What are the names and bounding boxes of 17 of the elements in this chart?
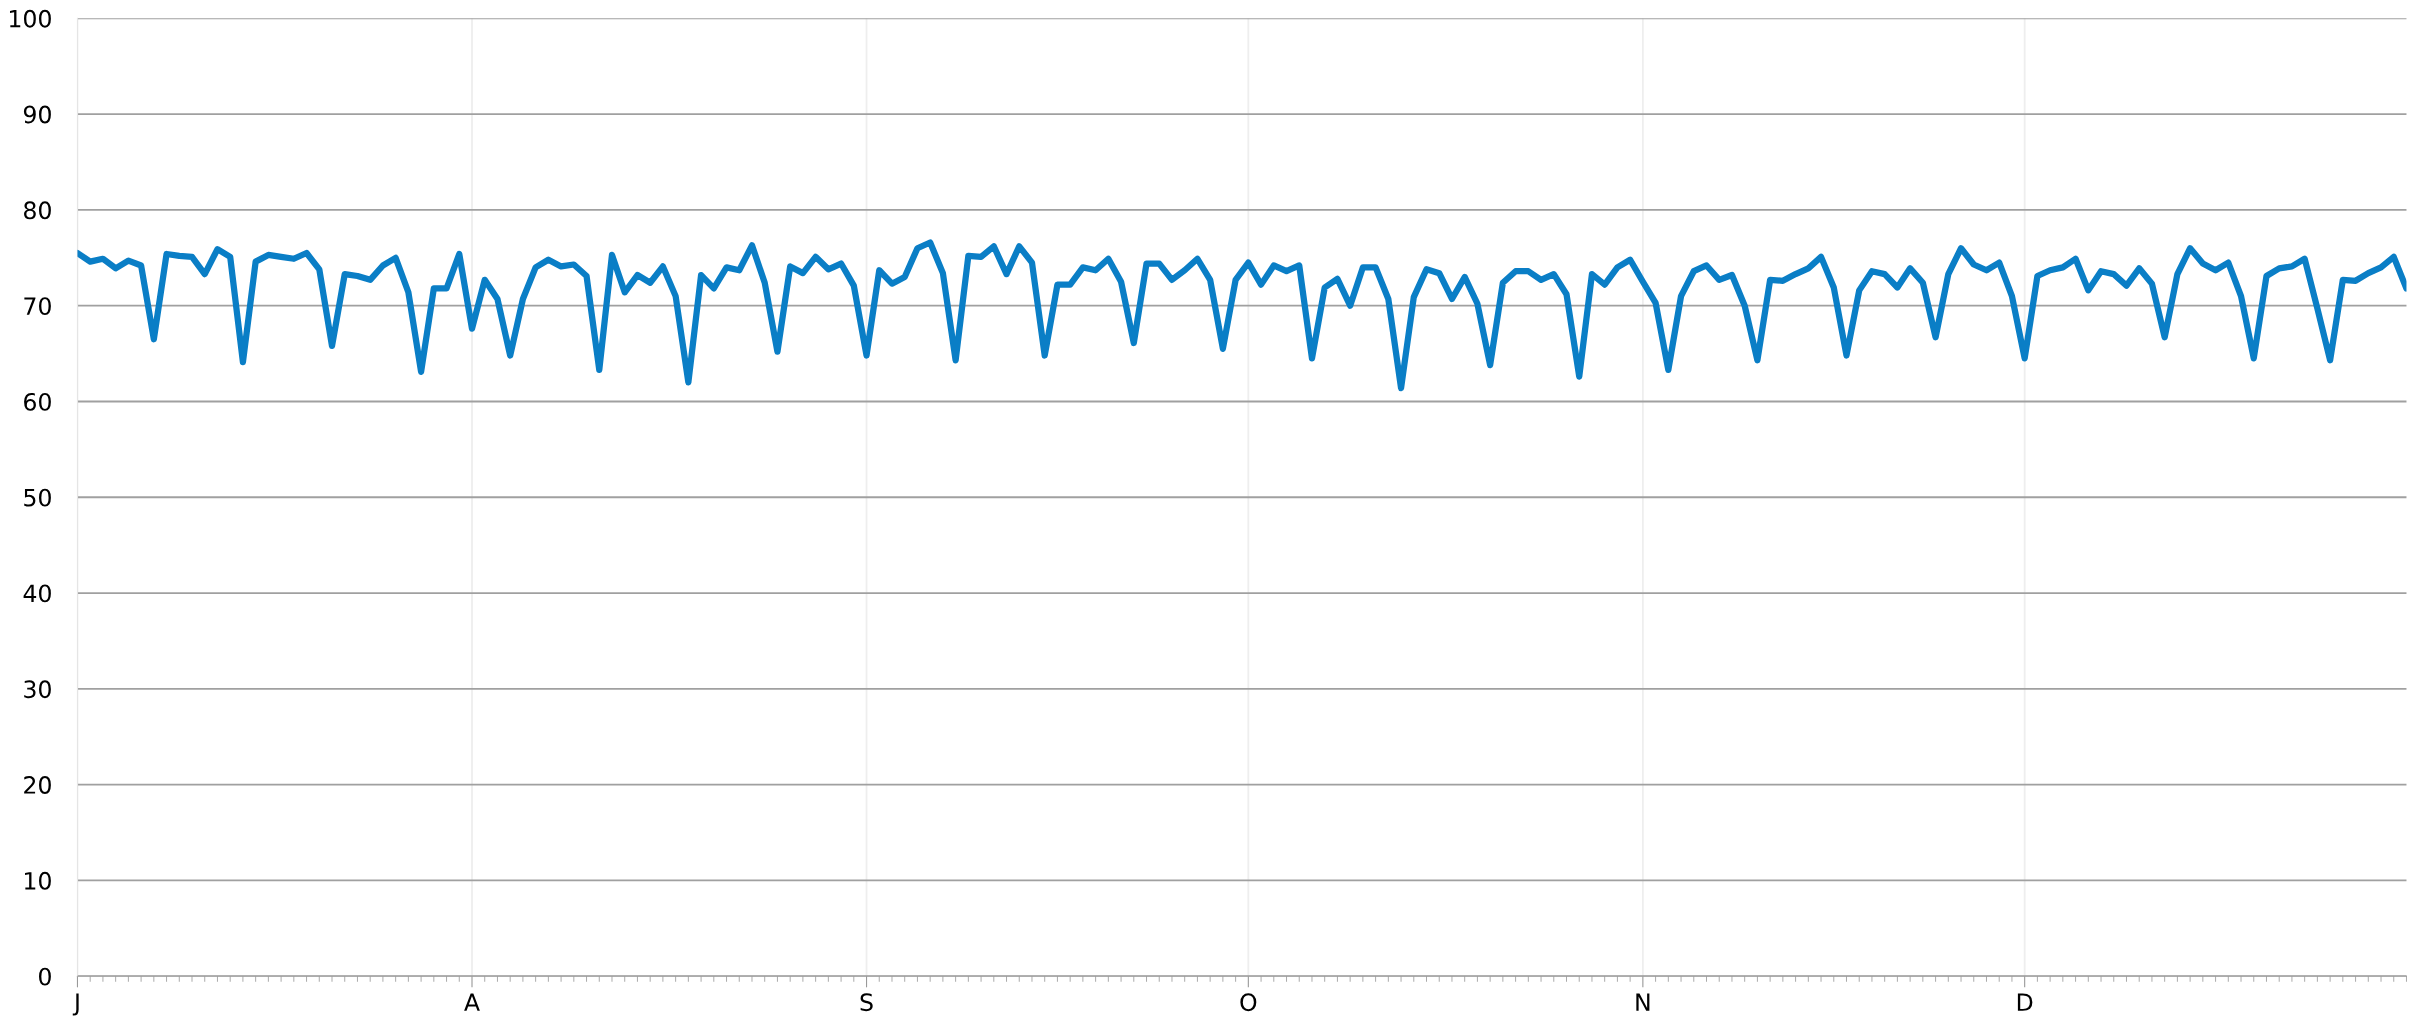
x-tick-label: A	[464, 993, 480, 1011]
y-tick-label: 70	[24, 297, 51, 316]
x-tick-label: J	[72, 993, 79, 1016]
y-tick-label: 0	[39, 967, 51, 986]
y-tick-label: 90	[23, 105, 51, 124]
y-tick-label: 40	[23, 584, 51, 603]
y-tick-label: 30	[24, 680, 51, 699]
x-tick-label: N	[1636, 993, 1650, 1011]
y-tick-label: 60	[24, 392, 51, 411]
y-tick-label: 10	[25, 871, 51, 890]
x-tick-label: S	[860, 993, 873, 1012]
y-tick-label: 20	[24, 776, 51, 794]
y-tick-label: 80	[24, 201, 51, 220]
y-tick-label: 100	[10, 9, 51, 28]
y-tick-label: 50	[24, 488, 51, 507]
x-tick-label: O	[1240, 993, 1257, 1012]
x-tick-label: D	[2017, 993, 2033, 1011]
